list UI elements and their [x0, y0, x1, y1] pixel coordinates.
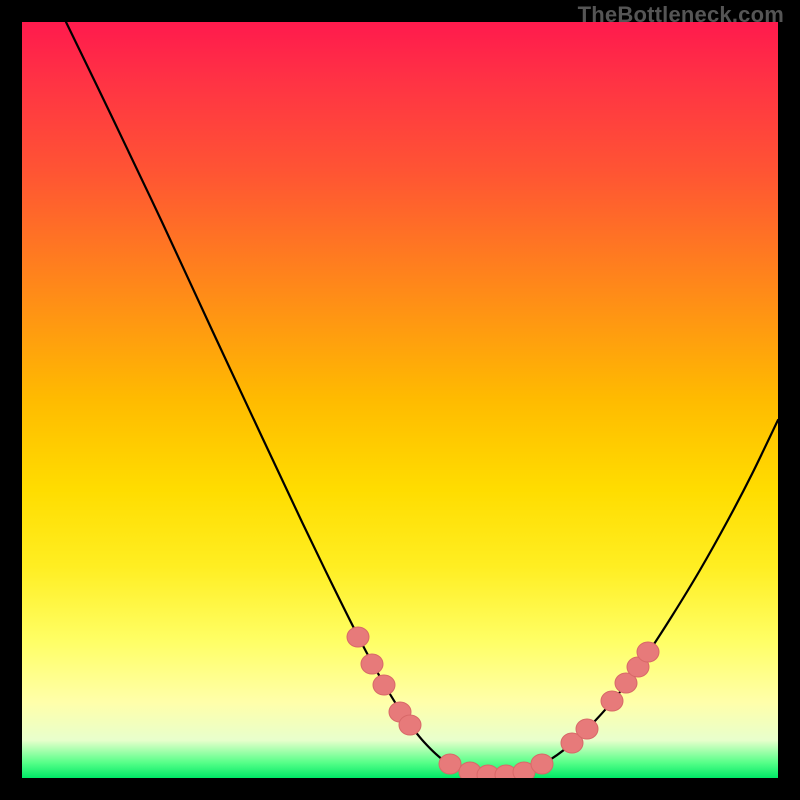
chart-marker	[439, 754, 461, 774]
chart-marker	[399, 715, 421, 735]
chart-marker	[361, 654, 383, 674]
chart-marker	[576, 719, 598, 739]
chart-plot-area	[22, 22, 778, 778]
chart-marker	[531, 754, 553, 774]
chart-curve	[66, 22, 778, 776]
chart-marker	[601, 691, 623, 711]
chart-marker	[373, 675, 395, 695]
chart-markers	[347, 627, 659, 778]
chart-svg	[22, 22, 778, 778]
chart-marker	[347, 627, 369, 647]
chart-marker	[637, 642, 659, 662]
